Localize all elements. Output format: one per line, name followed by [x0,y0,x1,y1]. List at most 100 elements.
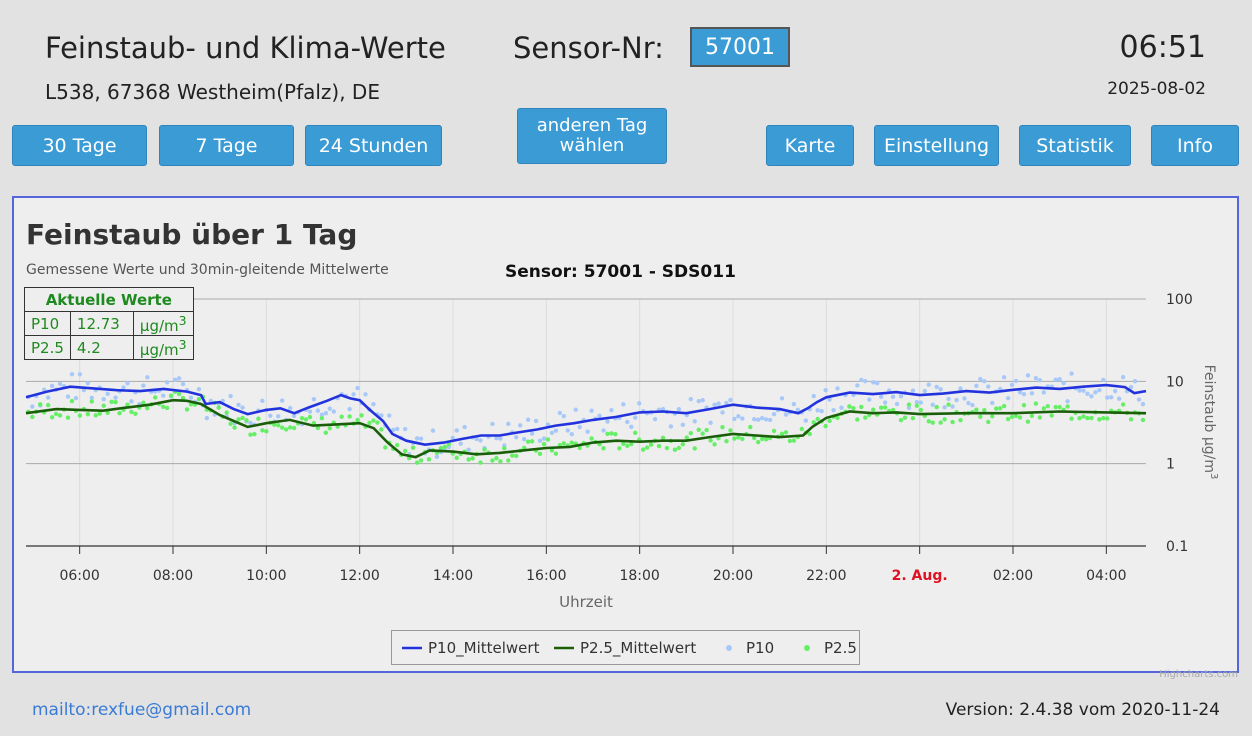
p10-point [855,383,860,388]
current-values-row: P10 12.73 µg/m3 [24,311,194,336]
p10-point [323,411,329,416]
p25-point [601,446,606,451]
legend-item-p10[interactable]: P10 [720,639,774,657]
x-axis-ticks: 06:00 08:00 10:00 12:00 14:00 16:00 18:00 20:00… [59,546,1127,584]
p10-point [835,386,840,391]
p10-point [589,408,594,413]
p10-point [1037,378,1043,383]
p25-point [402,448,408,454]
p10-point [557,410,563,416]
p25-point [724,439,729,444]
p25-point [375,420,380,425]
chart-subtitle: Gemessene Werte und 30min-gleitende Mitt… [26,262,389,278]
p25-point [712,442,717,447]
p10-point [240,405,245,410]
p25-point [161,404,166,409]
p10-point [537,438,543,443]
p25-point [1045,404,1050,409]
24-hours-button[interactable]: 24 Stunden [305,125,442,166]
sensor-number-input[interactable]: 57001 [690,27,790,67]
page-title: Feinstaub- und Klima-Werte [45,31,446,65]
p10-value: 12.73 [69,311,134,336]
p25-point [438,445,444,451]
p10-point [926,382,931,387]
p10-point [712,402,717,408]
choose-other-day-line1: anderen Tag [536,115,648,136]
p25-point [109,399,114,404]
p10-point [1065,399,1070,404]
p10-point [521,437,527,442]
p10-point [347,406,352,412]
legend-item-p25[interactable]: P2.5 [798,639,857,657]
choose-other-day-button[interactable]: anderen Tag wählen [517,108,667,164]
p25-point [224,410,229,415]
p25-point [680,442,686,447]
p10-point [164,380,170,385]
p10-point [827,397,832,402]
p25-point [129,409,134,415]
p25-name: P2.5 [24,335,71,360]
statistics-button[interactable]: Statistik [1019,125,1131,166]
p10-point [89,395,95,400]
p10-point [791,401,797,407]
p25-point [640,447,646,452]
p25-point [410,445,416,450]
7-days-button[interactable]: 7 Tage [159,125,294,166]
p25-point [291,425,297,431]
p10-point [129,399,134,404]
p10-point [69,371,75,377]
p10-point [740,416,745,421]
p25-point [855,417,860,422]
30-days-button[interactable]: 30 Tage [12,125,147,166]
p25-point [65,415,71,420]
p10-point [307,409,313,414]
p25-point [113,399,118,405]
p10-point [950,404,955,409]
p25-point [299,415,305,421]
highcharts-watermark[interactable]: Highcharts.com [1159,669,1238,680]
map-button[interactable]: Karte [766,125,854,166]
info-button[interactable]: Info [1151,125,1239,166]
p10-point [541,436,547,441]
p10-point [803,418,808,423]
p25-point [418,458,424,463]
x-tick-label: 2. Aug. [892,568,948,584]
p25-point [561,441,567,446]
x-tick-label: 18:00 [619,568,659,584]
p25-point [97,411,102,416]
p25-point [303,417,309,422]
p25-point [1085,415,1090,421]
p10-point [1041,390,1047,395]
p10-point [514,434,519,440]
p25-point [236,417,241,422]
p25-point [307,414,313,420]
p25-point [347,414,352,419]
p25-point [700,431,705,436]
p25-point [506,458,511,463]
p10-point [327,406,332,411]
p10-point [236,402,241,408]
settings-button[interactable]: Einstellung [874,125,999,166]
p25-point [633,430,638,436]
legend-item-p10-mean[interactable]: P10_Mittelwert [402,639,539,657]
p25-point [57,413,63,418]
p25-point [914,403,920,408]
p25-point [1049,413,1054,418]
p10-point [922,388,927,394]
contact-mail-link[interactable]: mailto:rexfue@gmail.com [32,700,252,720]
x-tick-label: 12:00 [339,568,379,584]
p10-point [585,429,590,434]
p10-point [811,393,816,399]
p10-point [878,394,884,399]
p25-point [958,418,963,423]
p10-point [1089,394,1094,399]
p10-point [355,385,360,391]
p10-point [839,405,844,410]
p25-point [478,460,483,465]
p25-point [537,451,543,457]
p25-point [871,407,876,412]
p25-point [1013,413,1019,419]
legend-item-p25-mean[interactable]: P2.5_Mittelwert [554,639,696,657]
p10-point [1081,388,1086,393]
p10-point [692,419,697,424]
